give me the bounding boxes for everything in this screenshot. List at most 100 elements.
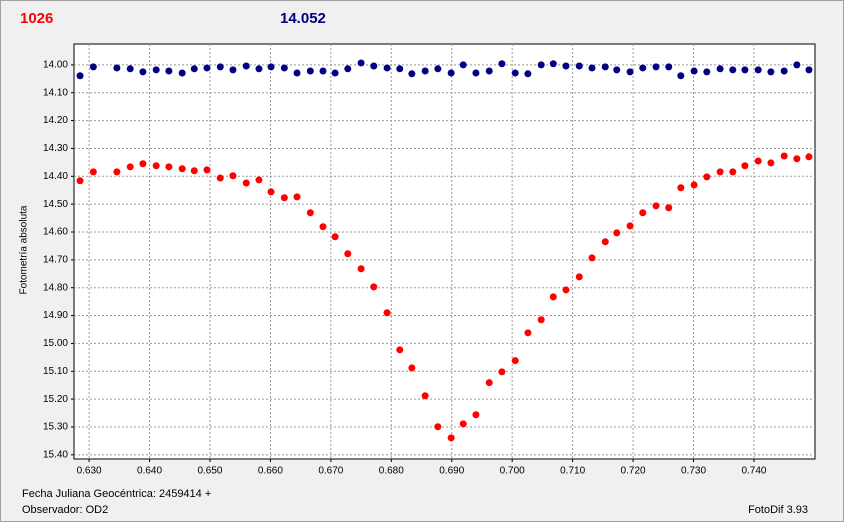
data-point: [626, 222, 634, 230]
data-point: [383, 309, 391, 317]
data-point: [242, 179, 250, 187]
data-point: [76, 72, 84, 80]
x-tick-label: 0.740: [741, 466, 766, 477]
data-point: [575, 273, 583, 281]
data-point: [741, 66, 749, 74]
data-point: [344, 250, 352, 258]
data-point: [255, 65, 263, 73]
data-point: [357, 265, 365, 273]
data-point: [703, 173, 711, 181]
data-point: [472, 411, 480, 419]
data-point: [178, 69, 186, 77]
data-point: [677, 184, 685, 192]
data-point: [805, 66, 813, 74]
data-point: [613, 229, 621, 237]
data-point: [113, 168, 121, 176]
data-point: [665, 204, 673, 212]
data-point: [216, 174, 224, 182]
data-point: [588, 64, 596, 72]
data-point: [229, 66, 237, 74]
data-point: [588, 254, 596, 262]
data-point: [601, 63, 609, 71]
data-point: [537, 61, 545, 69]
data-point: [665, 63, 673, 71]
data-point: [319, 67, 327, 75]
y-tick-label: 15.10: [43, 366, 68, 377]
series-label: 1026: [20, 10, 53, 27]
y-tick-label: 14.00: [43, 60, 68, 71]
data-point: [729, 66, 737, 74]
data-point: [190, 167, 198, 175]
data-point: [729, 168, 737, 176]
data-point: [280, 194, 288, 202]
y-tick-label: 14.60: [43, 227, 68, 238]
data-point: [459, 61, 467, 69]
data-point: [485, 379, 493, 387]
data-point: [408, 364, 416, 372]
data-point: [498, 368, 506, 376]
data-point: [126, 163, 134, 171]
data-point: [754, 157, 762, 165]
data-point: [370, 283, 378, 291]
y-tick-label: 14.70: [43, 254, 68, 265]
data-point: [293, 69, 301, 77]
data-point: [498, 60, 506, 68]
series-label: 14.052: [280, 10, 326, 27]
data-point: [780, 67, 788, 75]
y-tick-label: 15.20: [43, 394, 68, 405]
data-point: [383, 64, 391, 72]
data-point: [472, 69, 480, 77]
data-point: [511, 357, 519, 365]
x-tick-label: 0.720: [621, 466, 646, 477]
data-point: [76, 177, 84, 185]
data-point: [280, 64, 288, 72]
data-point: [139, 160, 147, 168]
data-point: [447, 434, 455, 442]
footer-text: FotoDif 3.93: [748, 504, 808, 516]
data-point: [216, 63, 224, 71]
data-point: [255, 176, 263, 184]
y-tick-label: 15.30: [43, 422, 68, 433]
data-point: [178, 165, 186, 173]
data-point: [511, 69, 519, 77]
data-point: [126, 65, 134, 73]
data-point: [690, 67, 698, 75]
data-point: [690, 181, 698, 189]
data-point: [793, 61, 801, 69]
y-tick-label: 14.80: [43, 282, 68, 293]
footer-text: Fecha Juliana Geocéntrica: 2459414 +: [22, 488, 211, 500]
data-point: [242, 62, 250, 70]
y-tick-label: 15.40: [43, 449, 68, 460]
data-point: [793, 155, 801, 163]
data-point: [767, 159, 775, 167]
data-point: [203, 166, 211, 174]
x-tick-label: 0.730: [681, 466, 706, 477]
data-point: [639, 209, 647, 217]
x-tick-label: 0.690: [439, 466, 464, 477]
data-point: [613, 66, 621, 74]
data-point: [190, 65, 198, 73]
data-point: [677, 72, 685, 80]
data-point: [459, 420, 467, 428]
data-point: [434, 423, 442, 431]
data-point: [652, 202, 660, 210]
data-point: [396, 346, 404, 354]
data-point: [319, 223, 327, 231]
data-point: [562, 62, 570, 70]
data-point: [485, 67, 493, 75]
data-point: [421, 392, 429, 400]
data-point: [716, 65, 724, 73]
data-point: [741, 162, 749, 170]
footer-text: Observador: OD2: [22, 504, 108, 516]
data-point: [524, 70, 532, 78]
x-tick-label: 0.700: [500, 466, 525, 477]
data-point: [421, 67, 429, 75]
data-point: [203, 64, 211, 72]
data-point: [652, 63, 660, 71]
data-point: [344, 65, 352, 73]
y-tick-label: 15.00: [43, 338, 68, 349]
x-tick-label: 0.670: [318, 466, 343, 477]
data-point: [306, 209, 314, 217]
y-tick-label: 14.40: [43, 171, 68, 182]
data-point: [805, 153, 813, 161]
